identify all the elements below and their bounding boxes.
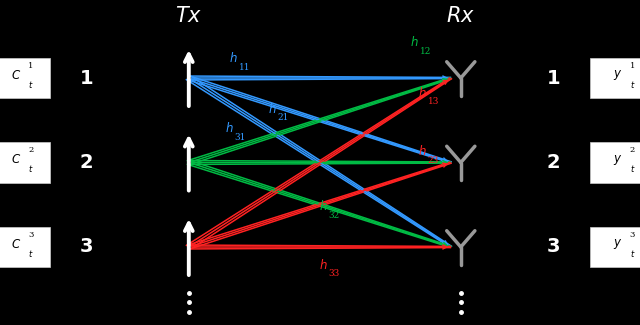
Text: $h$: $h$ — [319, 258, 328, 272]
Text: $C$: $C$ — [11, 238, 21, 251]
Text: $h$: $h$ — [418, 144, 427, 158]
Text: 1: 1 — [79, 69, 93, 87]
FancyBboxPatch shape — [590, 142, 640, 183]
Text: 31: 31 — [234, 133, 246, 142]
Text: 1: 1 — [28, 62, 33, 70]
FancyBboxPatch shape — [590, 227, 640, 267]
Text: $h$: $h$ — [225, 121, 234, 136]
FancyBboxPatch shape — [0, 58, 50, 98]
Text: 2: 2 — [79, 153, 93, 172]
Text: $h$: $h$ — [229, 51, 238, 66]
Text: $t$: $t$ — [630, 79, 635, 90]
Text: $t$: $t$ — [28, 79, 33, 90]
Text: $y$: $y$ — [613, 68, 622, 83]
FancyBboxPatch shape — [0, 142, 50, 183]
Text: 13: 13 — [428, 97, 439, 106]
Text: $h$: $h$ — [268, 102, 276, 116]
Text: 21: 21 — [277, 113, 289, 123]
Text: $t$: $t$ — [28, 163, 33, 175]
FancyBboxPatch shape — [590, 58, 640, 98]
Text: $y$: $y$ — [613, 237, 622, 252]
Text: 1: 1 — [630, 62, 635, 70]
Text: 33: 33 — [328, 269, 340, 279]
Text: $t$: $t$ — [28, 248, 33, 259]
Text: 12: 12 — [420, 47, 431, 56]
Text: $y$: $y$ — [613, 153, 622, 167]
Text: 32: 32 — [328, 211, 340, 220]
Text: 2: 2 — [630, 146, 635, 154]
Text: $\mathit{Rx}$: $\mathit{Rx}$ — [446, 6, 476, 26]
Text: $h$: $h$ — [410, 35, 419, 49]
Text: 3: 3 — [630, 231, 635, 239]
Text: 3: 3 — [28, 231, 33, 239]
Text: 3: 3 — [79, 238, 93, 256]
Text: 2: 2 — [28, 146, 33, 154]
Text: $t$: $t$ — [630, 163, 635, 175]
Text: $h$: $h$ — [319, 199, 328, 214]
Text: 23: 23 — [428, 156, 439, 165]
Text: 3: 3 — [547, 238, 561, 256]
Text: 11: 11 — [239, 63, 250, 72]
Text: $C$: $C$ — [11, 69, 21, 82]
Text: $t$: $t$ — [630, 248, 635, 259]
Text: $\mathit{Tx}$: $\mathit{Tx}$ — [175, 6, 202, 26]
Text: $h$: $h$ — [418, 85, 427, 100]
FancyBboxPatch shape — [0, 227, 50, 267]
Text: $C$: $C$ — [11, 153, 21, 166]
Text: 1: 1 — [547, 69, 561, 87]
Text: 2: 2 — [547, 153, 561, 172]
